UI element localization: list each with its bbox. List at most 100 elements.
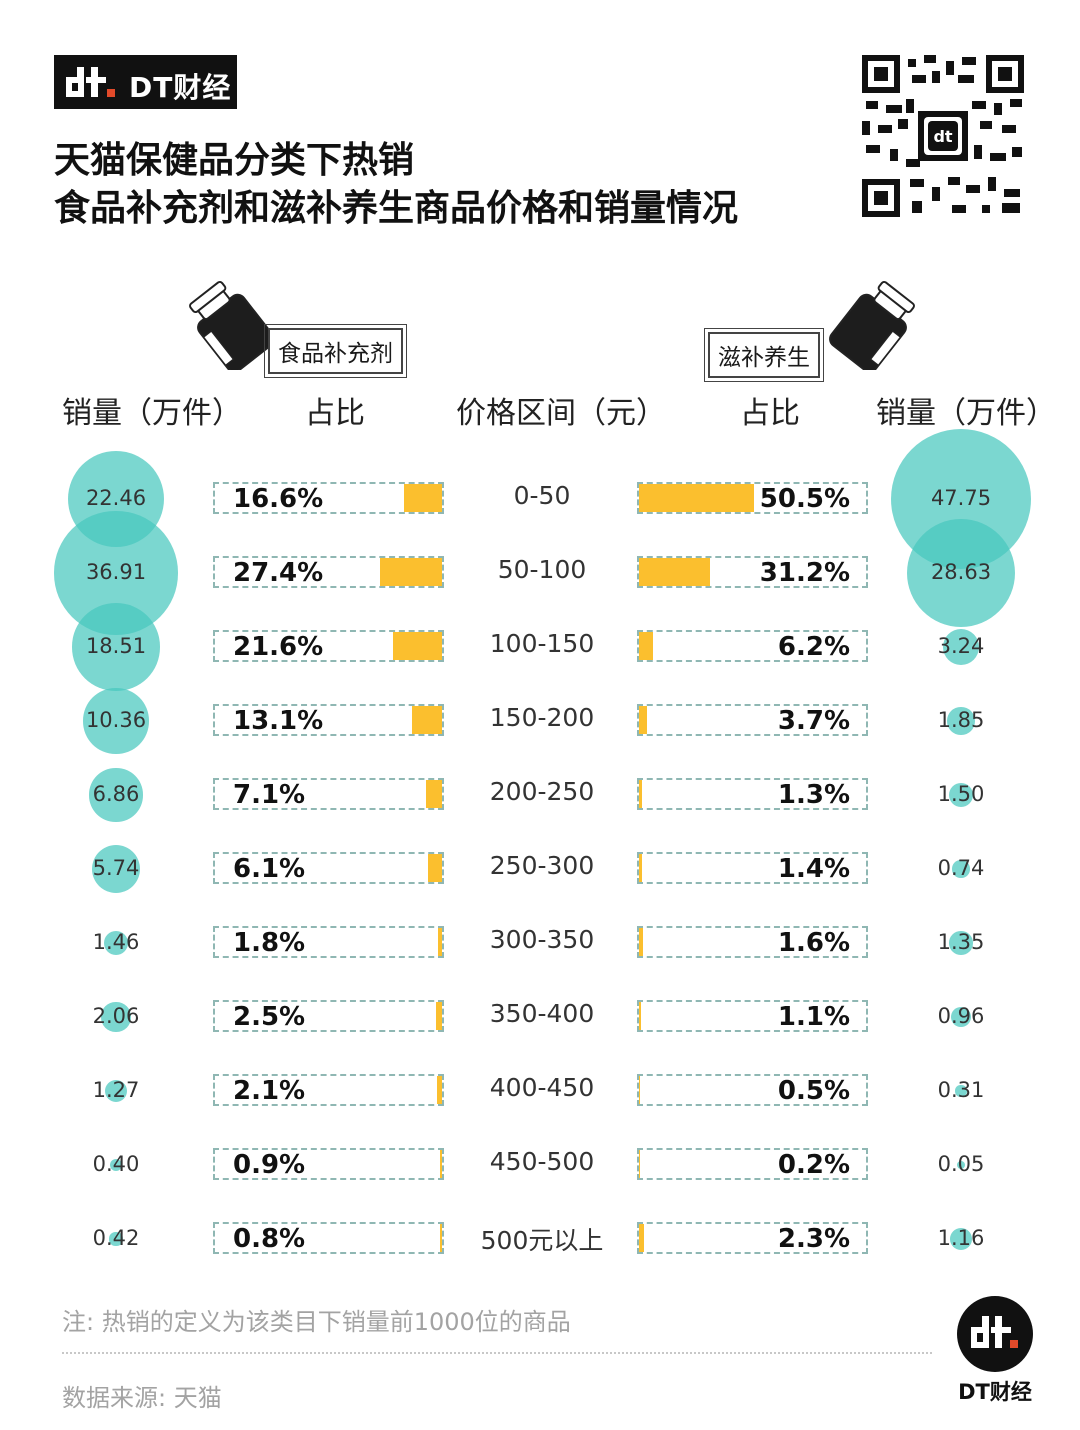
left-sales-label: 36.91 [85, 560, 147, 584]
left-sales-label: 22.46 [85, 486, 147, 510]
left-share-bar: 13.1% [213, 704, 444, 736]
right-sales-label: 0.05 [937, 1152, 985, 1176]
left-sales-bubble [103, 930, 129, 956]
right-share-fill [639, 1224, 645, 1252]
left-share-fill [428, 854, 442, 882]
right-sales-label: 3.24 [937, 634, 985, 658]
price-range-label: 300-350 [489, 925, 595, 954]
left-share-bar: 6.1% [213, 852, 444, 884]
left-sales-label: 6.86 [92, 782, 140, 806]
right-share-bar: 50.5% [637, 482, 868, 514]
table-row [0, 906, 1080, 980]
brand-name: DT财经 [129, 71, 232, 104]
category-tag-left: 食品补充剂 [264, 324, 407, 378]
right-sales-label: 0.74 [937, 856, 985, 880]
table-row [0, 603, 1080, 691]
price-range-label: 0-50 [513, 481, 571, 510]
left-sales-label: 1.27 [92, 1078, 140, 1102]
left-sales-label: 5.74 [92, 856, 140, 880]
right-share-bar: 1.6% [637, 926, 868, 958]
table-row [0, 1128, 1080, 1202]
right-sales-label: 47.75 [930, 486, 992, 510]
left-share-label: 21.6% [233, 632, 324, 662]
table-row-labels: 6.86 7.1% 200-250 1.3% 1.50 [0, 758, 1080, 832]
left-sales-bubble [104, 1079, 128, 1103]
brand-logo: DT财经 [54, 55, 237, 109]
left-share-label: 0.9% [233, 1150, 306, 1180]
table-row-labels: 2.06 2.5% 350-400 1.1% 0.96 [0, 980, 1080, 1054]
price-range-label: 400-450 [489, 1073, 595, 1102]
left-sales-bubble [109, 1232, 123, 1246]
left-share-bar: 1.8% [213, 926, 444, 958]
price-range-label: 500元以上 [480, 1226, 604, 1255]
right-share-fill [639, 484, 754, 512]
right-share-label: 6.2% [777, 632, 850, 662]
right-sales-label: 0.96 [937, 1004, 985, 1028]
left-share-fill [437, 1076, 442, 1104]
brand-badge: DT财经 [950, 1296, 1040, 1406]
chart-title-line1: 天猫保健品分类下热销 [54, 140, 415, 181]
right-sales-bubble [955, 1085, 967, 1097]
right-share-bar: 0.2% [637, 1148, 868, 1180]
left-share-bar: 7.1% [213, 778, 444, 810]
right-share-fill [639, 706, 648, 734]
right-share-bar: 1.1% [637, 1000, 868, 1032]
left-sales-label: 0.40 [92, 1152, 140, 1176]
right-sales-bubble [952, 860, 970, 878]
dt-logo-icon [66, 67, 115, 97]
price-range-label: 250-300 [489, 851, 595, 880]
table-row [0, 1054, 1080, 1128]
left-share-bar: 2.1% [213, 1074, 444, 1106]
left-share-fill [425, 780, 442, 808]
header-left-sales: 销量（万件） [62, 396, 242, 431]
right-share-fill [639, 1076, 641, 1104]
right-share-bar: 6.2% [637, 630, 868, 662]
table-row-labels: 0.42 0.8% 500元以上 2.3% 1.16 [0, 1202, 1080, 1276]
left-share-fill [379, 558, 442, 586]
right-sales-label: 1.50 [937, 782, 985, 806]
right-share-bar: 3.7% [637, 704, 868, 736]
left-sales-label: 2.06 [92, 1004, 140, 1028]
right-sales-label: 0.31 [937, 1078, 985, 1102]
right-sales-label: 1.85 [937, 708, 985, 732]
right-share-bar: 31.2% [637, 556, 868, 588]
right-share-label: 1.6% [777, 928, 850, 958]
left-share-bar: 27.4% [213, 556, 444, 588]
left-sales-label: 1.46 [92, 930, 140, 954]
right-sales-bubble [951, 1007, 971, 1027]
table-row [0, 758, 1080, 832]
table-row-labels: 22.46 16.6% 0-50 50.5% 47.75 [0, 462, 1080, 536]
price-range-label: 350-400 [489, 999, 595, 1028]
left-share-fill [439, 1150, 442, 1178]
right-share-bar: 1.3% [637, 778, 868, 810]
left-share-fill [404, 484, 442, 512]
price-range-label: 150-200 [489, 703, 595, 732]
left-sales-label: 10.36 [85, 708, 147, 732]
footnote: 注: 热销的定义为该类目下销量前1000位的商品 [62, 1308, 571, 1336]
left-share-bar: 0.8% [213, 1222, 444, 1254]
right-sales-label: 28.63 [930, 560, 992, 584]
right-sales-bubble [949, 931, 973, 955]
right-share-bar: 0.5% [637, 1074, 868, 1106]
right-share-label: 1.4% [777, 854, 850, 884]
left-sales-label: 0.42 [92, 1226, 140, 1250]
right-share-label: 31.2% [759, 558, 850, 588]
price-range-label: 450-500 [489, 1147, 595, 1176]
right-sales-bubble [947, 707, 975, 735]
right-share-fill [639, 558, 710, 586]
right-share-label: 3.7% [777, 706, 850, 736]
left-share-bar: 16.6% [213, 482, 444, 514]
right-sales-bubble [906, 518, 1016, 628]
left-share-fill [440, 1224, 442, 1252]
header-right-sales: 销量（万件） [876, 396, 1056, 431]
price-range-label: 200-250 [489, 777, 595, 806]
data-source: 数据来源: 天猫 [62, 1384, 222, 1412]
svg-text:dt: dt [933, 127, 952, 146]
left-sales-label: 18.51 [85, 634, 147, 658]
right-share-label: 0.5% [777, 1076, 850, 1106]
right-share-bar: 1.4% [637, 852, 868, 884]
left-share-label: 2.1% [233, 1076, 306, 1106]
right-share-fill [639, 780, 642, 808]
supplement-bottle-icon [189, 280, 275, 370]
table-row-labels: 1.46 1.8% 300-350 1.6% 1.35 [0, 906, 1080, 980]
